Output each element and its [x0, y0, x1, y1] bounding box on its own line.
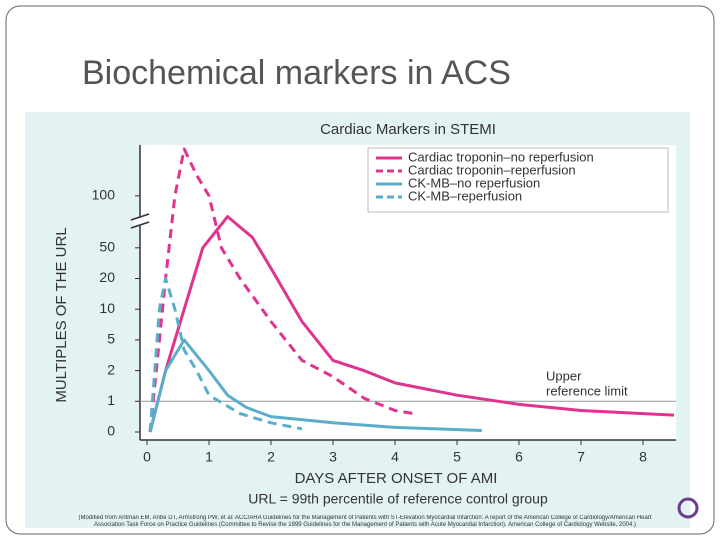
footnote: URL = 99th percentile of reference contr… — [248, 491, 548, 507]
y-tick-label: 1 — [107, 392, 115, 408]
x-tick-label: 8 — [639, 449, 647, 465]
y-tick-label: 20 — [99, 269, 115, 285]
x-tick-label: 1 — [205, 449, 213, 465]
x-tick-label: 3 — [329, 449, 337, 465]
x-axis-label: DAYS AFTER ONSET OF AMI — [295, 470, 498, 487]
legend-label: CK-MB–reperfusion — [408, 188, 522, 203]
legend-label: CK-MB–no reperfusion — [408, 175, 540, 190]
x-tick-label: 6 — [515, 449, 523, 465]
x-tick-label: 2 — [267, 449, 275, 465]
logo — [677, 497, 699, 519]
y-tick-label: 0 — [107, 423, 115, 439]
y-tick-label: 5 — [107, 331, 115, 347]
series-line — [148, 215, 675, 433]
series-line — [148, 277, 303, 433]
series-line — [148, 338, 482, 433]
y-axis-label: MULTIPLES OF THE URL — [53, 227, 70, 402]
legend-label: Cardiac troponin–reperfusion — [408, 162, 576, 177]
axis-break — [130, 213, 150, 229]
x-tick-label: 4 — [391, 449, 399, 465]
y-tick-label: 50 — [99, 239, 115, 255]
legend — [367, 147, 669, 213]
source: (Modified from Antman EM, Anbe DT, Armst… — [78, 515, 652, 528]
slide-title: Biochemical markers in ACS — [82, 54, 511, 92]
x-tick-label: 0 — [143, 449, 151, 465]
series-line — [148, 147, 414, 433]
y-tick-label: 2 — [107, 361, 115, 377]
x-tick-label: 5 — [453, 449, 461, 465]
y-tick-label: 10 — [99, 300, 115, 316]
reference-label: Upper — [546, 368, 582, 383]
y-tick-label: 100 — [92, 187, 116, 203]
reference-label: reference limit — [546, 383, 628, 398]
chart-title: Cardiac Markers in STEMI — [320, 121, 496, 138]
source-box: (Modified from Antman EM, Anbe DT, Armst… — [78, 515, 652, 528]
x-tick-label: 7 — [577, 449, 585, 465]
legend-label: Cardiac troponin–no reperfusion — [408, 149, 594, 164]
